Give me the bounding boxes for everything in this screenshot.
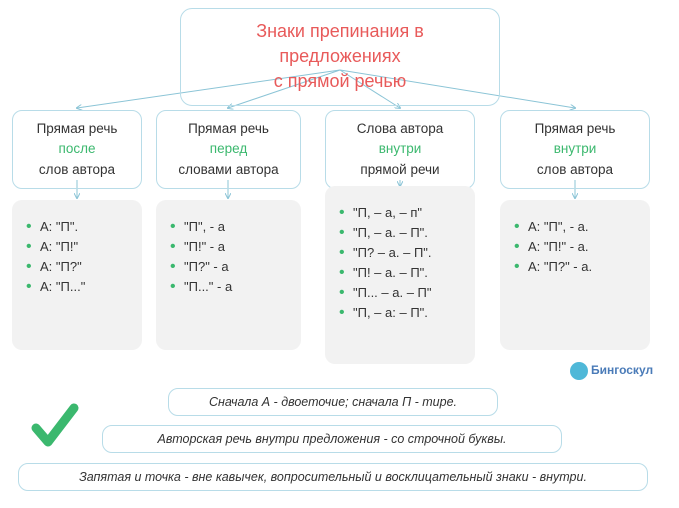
example-item: "П..." - а	[170, 279, 295, 294]
example-box-1: "П", - а "П!" - а "П?" - а "П..." - а	[156, 200, 301, 350]
category-box-1: Прямая речь перед словами автора	[156, 110, 301, 189]
category-box-2: Слова автора внутри прямой речи	[325, 110, 475, 189]
checkmark-icon	[30, 400, 80, 467]
example-box-0: А: "П". А: "П!" А: "П?" А: "П..."	[12, 200, 142, 350]
example-box-3: А: "П", - а. А: "П!" - а. А: "П?" - а.	[500, 200, 650, 350]
example-item: "П!" - а	[170, 239, 295, 254]
example-item: А: "П!"	[26, 239, 136, 254]
example-box-2: "П, – а, – п" "П, – а. – П". "П? – а. – П"…	[325, 186, 475, 364]
example-item: А: "П", - а.	[514, 219, 644, 234]
example-item: "П... – а. – П"	[339, 285, 469, 300]
note-box-2: Запятая и точка - вне кавычек, вопросите…	[18, 463, 648, 491]
example-item: "П! – а. – П".	[339, 265, 469, 280]
example-item: "П, – а: – П".	[339, 305, 469, 320]
example-item: "П, – а, – п"	[339, 205, 469, 220]
example-item: А: "П?"	[26, 259, 136, 274]
example-item: "П? – а. – П".	[339, 245, 469, 260]
logo-text: Бингоскул	[591, 363, 653, 377]
note-box-0: Сначала А - двоеточие; сначала П - тире.	[168, 388, 498, 416]
cat-line3: слов автора	[537, 162, 613, 177]
note-box-1: Авторская речь внутри предложения - со с…	[102, 425, 562, 453]
example-item: "П", - а	[170, 219, 295, 234]
title-line2: с прямой речью	[274, 71, 406, 91]
cat-highlight: внутри	[554, 141, 597, 156]
cat-line1: Прямая речь	[37, 121, 118, 136]
main-title: Знаки препинания в предложениях с прямой…	[180, 8, 500, 106]
example-item: А: "П".	[26, 219, 136, 234]
cat-highlight: после	[59, 141, 96, 156]
example-item: А: "П?" - а.	[514, 259, 644, 274]
example-item: "П, – а. – П".	[339, 225, 469, 240]
cat-line1: Прямая речь	[535, 121, 616, 136]
category-box-0: Прямая речь после слов автора	[12, 110, 142, 189]
logo-icon	[570, 362, 588, 380]
category-box-3: Прямая речь внутри слов автора	[500, 110, 650, 189]
example-item: А: "П..."	[26, 279, 136, 294]
cat-line1: Прямая речь	[188, 121, 269, 136]
cat-highlight: перед	[210, 141, 247, 156]
example-item: А: "П!" - а.	[514, 239, 644, 254]
cat-line3: прямой речи	[360, 162, 439, 177]
example-item: "П?" - а	[170, 259, 295, 274]
cat-line1: Слова автора	[357, 121, 444, 136]
cat-line3: слов автора	[39, 162, 115, 177]
cat-highlight: внутри	[379, 141, 422, 156]
title-line1: Знаки препинания в предложениях	[256, 21, 424, 66]
logo: Бингоскул	[570, 362, 653, 380]
cat-line3: словами автора	[178, 162, 278, 177]
